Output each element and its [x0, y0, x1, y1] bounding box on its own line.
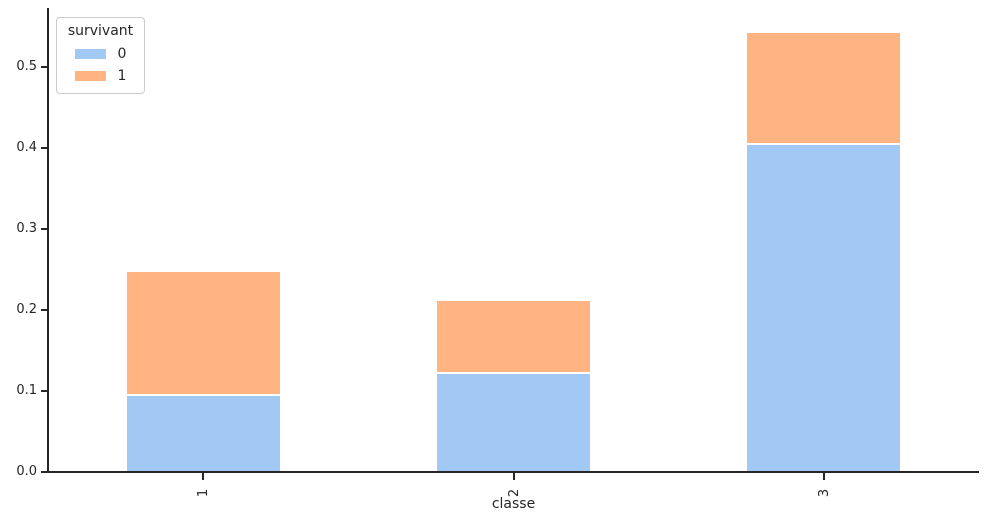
- x-tick-label-1: 1: [195, 488, 211, 498]
- bar-segment-classe3-survivant0: [746, 144, 902, 471]
- y-tick-mark: [41, 308, 48, 311]
- legend-entry-label-0: 0: [117, 46, 127, 62]
- legend-title: survivant: [67, 23, 134, 39]
- y-axis-spine: [47, 8, 49, 473]
- legend-entry: 1: [62, 65, 139, 87]
- legend-swatch-survived-1: [74, 71, 106, 81]
- legend-swatch-survived-0: [74, 49, 106, 59]
- y-tick-label: 0.0: [16, 463, 37, 479]
- x-axis-spine: [47, 471, 979, 473]
- x-tick-label-3: 3: [816, 488, 832, 498]
- y-tick-label: 0.2: [16, 301, 37, 317]
- bar-segment-classe2-survivant1: [435, 299, 592, 374]
- legend-entry-label-1: 1: [117, 68, 127, 84]
- y-tick-mark: [41, 389, 48, 392]
- y-tick-mark: [41, 65, 48, 68]
- legend: survivant 0 1: [56, 17, 145, 94]
- y-tick-mark: [41, 227, 48, 230]
- y-tick-mark: [41, 470, 48, 473]
- x-tick-mark: [202, 473, 205, 480]
- y-tick-label: 0.1: [16, 382, 37, 398]
- y-tick-label: 0.5: [16, 58, 37, 74]
- x-tick-mark: [512, 473, 515, 480]
- x-tick-mark: [822, 473, 825, 480]
- y-tick-label: 0.4: [16, 139, 37, 155]
- bar-segment-classe2-survivant0: [435, 373, 592, 471]
- legend-entry: 0: [62, 43, 139, 65]
- bar-segment-classe3-survivant1: [746, 32, 902, 145]
- bar-segment-classe1-survivant1: [125, 271, 281, 395]
- bar-segment-classe1-survivant0: [125, 394, 281, 471]
- y-tick-label: 0.3: [16, 220, 37, 236]
- x-axis-label: classe: [491, 496, 536, 512]
- y-tick-mark: [41, 146, 48, 149]
